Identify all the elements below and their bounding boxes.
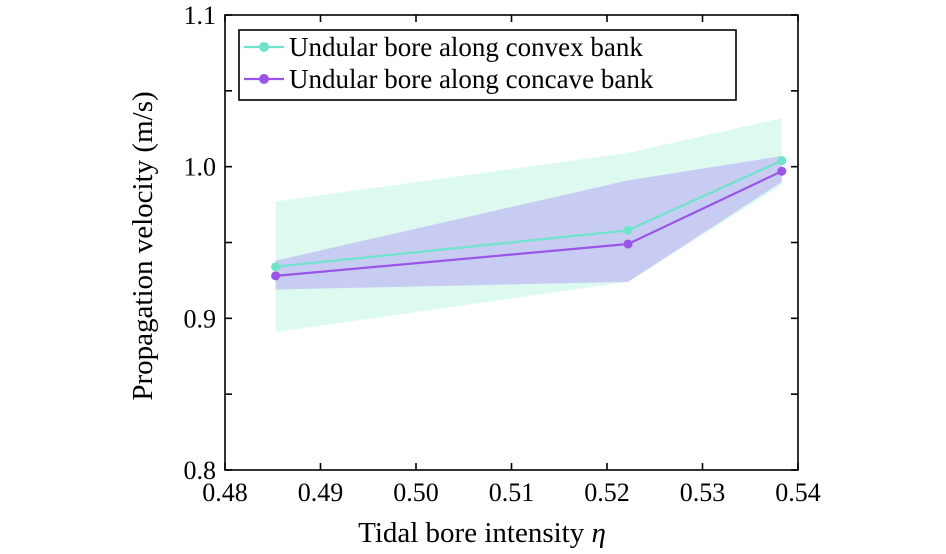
x-tick-label: 0.53 [680,478,726,507]
y-tick-label: 0.9 [184,304,217,333]
point-convex [777,156,787,166]
y-tick-label: 0.8 [184,456,217,485]
y-axis-title: Propagation velocity (m/s) [127,91,159,400]
legend-label-concave: Undular bore along concave bank [289,64,654,94]
legend-marker-convex [259,42,269,52]
x-tick-label: 0.52 [584,478,630,507]
point-convex [623,225,633,235]
x-tick-label: 0.50 [393,478,439,507]
series-points [271,156,787,281]
legend-label-convex: Undular bore along convex bank [289,32,643,62]
point-concave [777,166,787,176]
y-tick-label: 1.1 [184,1,217,30]
x-tick-label: 0.48 [202,478,248,507]
x-tick-label: 0.51 [489,478,535,507]
y-axis-ticks: 0.8 0.9 1.0 1.1 [184,1,798,485]
confidence-bands [275,118,782,332]
x-tick-label: 0.54 [775,478,821,507]
y-tick-label: 1.0 [184,153,217,182]
legend-box [238,29,737,101]
x-axis-title-text: Tidal bore intensity [358,517,585,549]
x-axis-symbol: η [591,517,605,549]
x-tick-label: 0.49 [298,478,344,507]
point-concave [623,239,633,249]
legend: Undular bore along convex bank Undular b… [238,29,737,101]
legend-marker-concave [259,74,269,84]
point-concave [271,271,281,281]
point-convex [271,262,281,272]
x-axis-title: Tidal bore intensity η [358,517,606,549]
x-axis-ticks: 0.48 0.49 0.50 0.51 0.52 0.53 0.54 [202,15,821,507]
band-concave [275,156,782,290]
